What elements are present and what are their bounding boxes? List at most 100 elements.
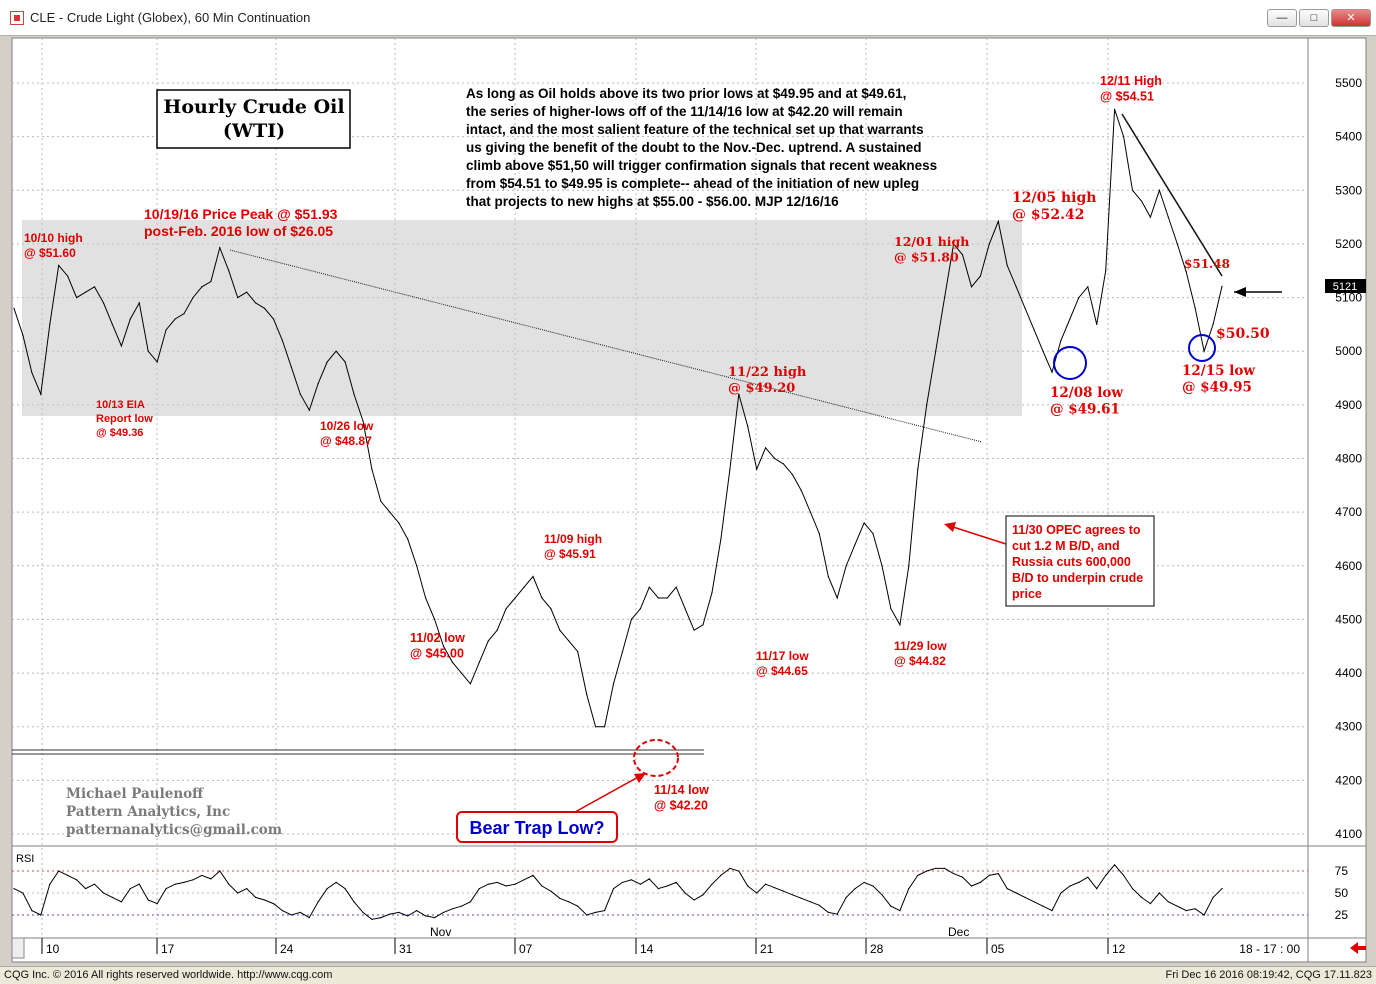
rsi-point [523, 879, 525, 881]
annotation-line: 11/14 low [654, 783, 709, 797]
rsi-point [666, 885, 668, 887]
rsi-point [953, 873, 955, 875]
rsi-point [738, 870, 740, 872]
rsi-point [675, 881, 677, 884]
rsi-point [398, 911, 400, 914]
price-point [362, 420, 364, 422]
price-point [1140, 200, 1143, 202]
rsi-point [255, 896, 257, 899]
author-block: Michael Paulenoff Pattern Analytics, Inc p… [66, 786, 282, 838]
y-tick-label: 4500 [1335, 612, 1362, 626]
annotation-line: 11/09 high [544, 532, 602, 546]
rsi-point [1033, 901, 1035, 903]
rsi-point [228, 883, 230, 885]
price-point [1087, 286, 1089, 288]
price-point [935, 350, 937, 352]
time-axis-end-label: 18 - 17 : 00 [1239, 942, 1300, 956]
price-point [586, 693, 588, 696]
y-tick-label: 4900 [1335, 398, 1362, 412]
close-button[interactable]: ✕ [1331, 9, 1371, 27]
price-point [1123, 136, 1125, 138]
minimize-button[interactable]: — [1267, 9, 1297, 27]
rsi-point [210, 878, 212, 880]
rsi-point [442, 911, 445, 914]
rsi-point [1060, 892, 1062, 894]
annotation-line: $50.50 [1216, 326, 1270, 342]
price-point [102, 302, 105, 304]
rsi-point [183, 881, 185, 884]
chart-title-box [156, 89, 351, 149]
low-circle-1215 [1188, 334, 1216, 362]
price-point [1078, 297, 1080, 299]
price-point [1006, 264, 1008, 266]
rsi-tick-label: 25 [1335, 908, 1349, 922]
rsi-point [1051, 910, 1053, 912]
price-point [1105, 270, 1107, 272]
rsi-point [389, 913, 391, 915]
y-tick-label: 4200 [1335, 773, 1362, 787]
rsi-point [425, 915, 427, 917]
title-bar[interactable]: CLE - Crude Light (Globex), 60 Min Conti… [0, 0, 1376, 36]
x-month-label: Nov [430, 925, 451, 939]
price-annotation: 12/05 high@ $52.42 [1012, 190, 1096, 223]
rsi-point [156, 903, 158, 905]
x-tick-label: 07 [519, 942, 533, 956]
price-point [353, 393, 355, 395]
rsi-point [237, 892, 239, 894]
rsi-tick-label: 50 [1335, 886, 1349, 900]
price-point [684, 608, 686, 610]
price-annotation: 10/13 EIA Report low @ $49.36 [96, 399, 153, 439]
price-point [657, 597, 659, 599]
rsi-point [550, 890, 552, 892]
price-point [881, 565, 883, 567]
rsi-point [290, 914, 292, 916]
price-point [1051, 371, 1053, 373]
commentary-line: intact, and the most salient feature of … [466, 122, 924, 137]
price-point [496, 629, 498, 631]
scroll-right-icon[interactable] [1350, 942, 1366, 954]
y-tick-label: 5500 [1335, 76, 1362, 90]
maximize-button[interactable]: □ [1299, 9, 1329, 27]
rsi-point [31, 910, 33, 912]
y-tick-label: 5200 [1335, 237, 1362, 251]
price-point [729, 468, 731, 470]
price-point [76, 297, 78, 299]
price-point [290, 366, 292, 368]
chart-title-line-2: (WTI) [223, 120, 285, 142]
price-point [308, 409, 310, 411]
price-point [40, 393, 42, 395]
rsi-point [129, 888, 131, 890]
copyright-text: CQG Inc. © 2016 All rights reserved worl… [4, 969, 333, 981]
rsi-point [272, 903, 275, 905]
price-point [478, 661, 480, 663]
rsi-point [988, 874, 990, 877]
rsi-point [93, 883, 96, 885]
price-point [451, 661, 454, 663]
rsi-point [684, 892, 686, 894]
y-tick-label: 5400 [1335, 130, 1362, 144]
low-circle-1114 [633, 739, 679, 777]
price-annotation: 10/10 high@ $51.60 [24, 231, 83, 260]
price-point [979, 275, 982, 277]
bear-trap-box [456, 811, 618, 843]
annotation-line: @ $52.42 [1012, 207, 1084, 223]
commentary-line: climb above $51,50 will trigger confirma… [466, 158, 937, 173]
rsi-point [1158, 892, 1160, 894]
annotation-line: 11/29 low [894, 639, 947, 653]
price-annotation: $50.50 [1216, 326, 1270, 342]
rsi-point [1024, 896, 1026, 899]
price-point [639, 608, 642, 610]
rsi-point [863, 881, 865, 884]
y-tick-label: 4100 [1335, 827, 1362, 841]
annotation-line: @ $44.65 [756, 664, 808, 678]
price-point [1096, 323, 1098, 325]
price-chart[interactable]: 4100 4200 4300 4400 4500 4600 4700 4800 4900 5000… [0, 36, 1376, 966]
price-point [1114, 108, 1116, 110]
price-point [299, 393, 301, 395]
rsi-point [774, 887, 776, 889]
price-point [827, 575, 829, 578]
annotation-line: 11/02 low [410, 631, 465, 645]
price-annotation: 11/09 high@ $45.91 [544, 532, 602, 561]
rsi-point [85, 888, 87, 890]
scroll-left-handle[interactable] [11, 937, 25, 959]
